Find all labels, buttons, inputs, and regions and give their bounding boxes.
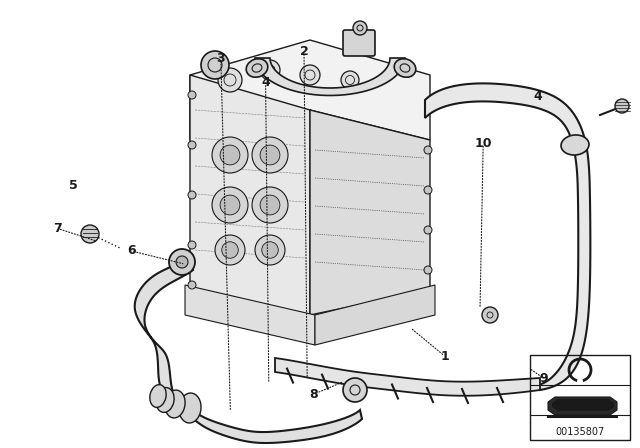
FancyBboxPatch shape [343, 30, 375, 56]
Circle shape [260, 195, 280, 215]
Circle shape [615, 99, 629, 113]
Circle shape [220, 145, 240, 165]
Text: 5: 5 [69, 179, 78, 193]
Circle shape [482, 307, 498, 323]
Circle shape [260, 60, 280, 80]
Text: 10: 10 [474, 137, 492, 150]
Circle shape [212, 137, 248, 173]
Text: 1: 1 [440, 349, 449, 363]
Circle shape [188, 141, 196, 149]
Circle shape [188, 281, 196, 289]
Text: 8: 8 [309, 388, 318, 401]
Ellipse shape [561, 135, 589, 155]
Circle shape [252, 187, 288, 223]
Polygon shape [255, 58, 405, 95]
Text: 2: 2 [300, 45, 308, 58]
Ellipse shape [246, 59, 268, 77]
Polygon shape [275, 358, 540, 396]
Text: 4: 4 [533, 90, 542, 103]
Circle shape [201, 51, 229, 79]
Circle shape [424, 266, 432, 274]
Polygon shape [185, 285, 315, 345]
Circle shape [220, 195, 240, 215]
Circle shape [188, 91, 196, 99]
Circle shape [188, 241, 196, 249]
Ellipse shape [165, 390, 185, 418]
Text: 00135807: 00135807 [556, 427, 605, 437]
Circle shape [424, 186, 432, 194]
Polygon shape [190, 40, 430, 140]
Polygon shape [134, 255, 200, 410]
Circle shape [341, 71, 359, 89]
Circle shape [300, 65, 320, 85]
Circle shape [221, 242, 238, 258]
Circle shape [260, 145, 280, 165]
Ellipse shape [179, 393, 201, 423]
Polygon shape [315, 285, 435, 345]
Polygon shape [425, 83, 590, 390]
Text: 6: 6 [127, 244, 136, 258]
Circle shape [212, 187, 248, 223]
Circle shape [176, 256, 188, 268]
Text: 4: 4 [261, 76, 270, 90]
Circle shape [252, 137, 288, 173]
Circle shape [262, 242, 278, 258]
Text: 7: 7 [53, 222, 62, 235]
Circle shape [353, 21, 367, 35]
Polygon shape [190, 75, 310, 315]
Circle shape [81, 225, 99, 243]
Polygon shape [310, 110, 430, 315]
Ellipse shape [150, 385, 166, 407]
Polygon shape [188, 406, 362, 443]
Circle shape [215, 235, 245, 265]
Text: 9: 9 [540, 372, 548, 385]
Circle shape [424, 226, 432, 234]
Circle shape [255, 235, 285, 265]
Polygon shape [548, 397, 617, 415]
Polygon shape [552, 399, 614, 411]
Ellipse shape [394, 59, 416, 77]
Circle shape [218, 68, 242, 92]
Ellipse shape [156, 388, 174, 413]
Circle shape [424, 146, 432, 154]
Text: 3: 3 [216, 52, 225, 65]
Circle shape [188, 191, 196, 199]
Circle shape [343, 378, 367, 402]
Circle shape [169, 249, 195, 275]
